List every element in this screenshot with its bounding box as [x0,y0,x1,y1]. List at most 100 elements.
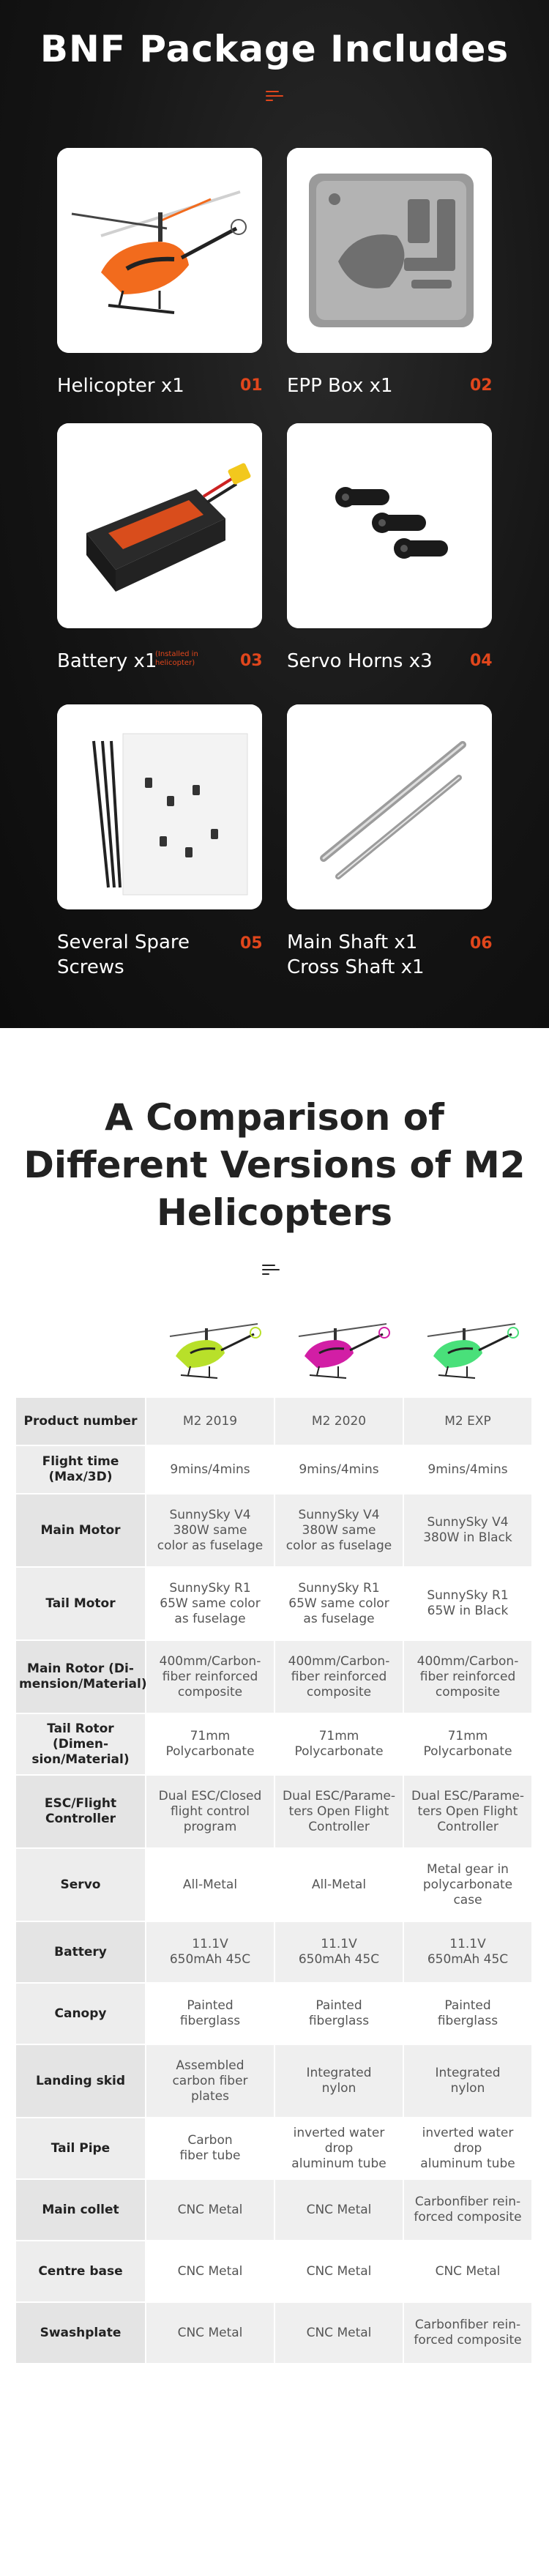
row-label: Tail Rotor (Dimen- sion/Material) [16,1714,146,1776]
comparison-row: Main collet CNC Metal CNC Metal Carbonfiber… [16,2180,533,2241]
row-label: Centre base [16,2241,146,2303]
package-item-number: 04 [470,652,493,670]
row-value: 71mm Polycarbonate [404,1714,533,1776]
row-value: SunnySky V4 380W in Black [404,1494,533,1568]
row-value: CNC Metal [275,2180,404,2241]
epp-box-image [287,148,492,353]
row-value: M2 EXP [404,1398,533,1446]
row-label: Battery [16,1922,146,1984]
package-item-number: 03 [240,652,263,670]
row-label: Tail Pipe [16,2118,146,2180]
row-value: SunnySky R1 65W in Black [404,1568,533,1641]
spare-screws-image [57,704,262,909]
comparison-row: Main Motor SunnySky V4 380W same color as… [16,1494,533,1568]
row-value: Dual ESC/Parame- ters Open Flight Contro… [404,1776,533,1849]
row-value: SunnySky R1 65W same color as fuselage [146,1568,275,1641]
row-value: CNC Metal [146,2303,275,2364]
comparison-row: Centre base CNC Metal CNC Metal CNC Metal [16,2241,533,2303]
row-value: 11.1V 650mAh 45C [275,1922,404,1984]
package-item-label: Battery x1 [57,650,157,672]
row-value: Integrated nylon [275,2045,404,2118]
row-value: inverted water drop aluminum tube [275,2118,404,2180]
row-value: SunnySky V4 380W same color as fuselage [275,1494,404,1568]
package-item-number: 05 [240,934,263,953]
comparison-row: Tail Rotor (Dimen- sion/Material) 71mm Po… [16,1714,533,1776]
package-title: BNF Package Includes [40,28,509,70]
row-label: Tail Motor [16,1568,146,1641]
row-value: 9mins/4mins [275,1446,404,1494]
row-value: CNC Metal [146,2180,275,2241]
row-value: 9mins/4mins [146,1446,275,1494]
package-item-number: 01 [240,376,263,395]
package-item-label: Servo Horns x3 [287,650,433,672]
comparison-row: Battery 11.1V 650mAh 45C 11.1V 650mAh 45C 1… [16,1922,533,1984]
row-value: CNC Metal [275,2241,404,2303]
comparison-row: Swashplate CNC Metal CNC Metal Carbonfiber … [16,2303,533,2364]
comparison-row: Flight time (Max/3D) 9mins/4mins 9mins/4mi… [16,1446,533,1494]
row-value: Dual ESC/Parame- ters Open Flight Contro… [275,1776,404,1849]
row-value: Integrated nylon [404,2045,533,2118]
package-section: BNF Package Includes Helicopter x1 01 [0,0,549,1028]
row-value: SunnySky V4 380W same color as fuselage [146,1494,275,1568]
row-value: Carbonfiber rein- forced composite [404,2180,533,2241]
comparison-row: Tail Pipe Carbon fiber tube inverted water… [16,2118,533,2180]
row-label: Main collet [16,2180,146,2241]
comparison-row: Canopy Painted fiberglass Painted fibergla… [16,1984,533,2045]
model-image [275,1303,404,1398]
row-value: All-Metal [146,1849,275,1922]
row-label: Product number [16,1398,146,1446]
row-value: 71mm Polycarbonate [275,1714,404,1776]
package-item-number: 02 [470,376,493,395]
row-value: inverted water drop aluminum tube [404,2118,533,2180]
row-value: 71mm Polycarbonate [146,1714,275,1776]
servo-horns-image [287,423,492,628]
row-value: Metal gear in polycarbonate case [404,1849,533,1922]
menu-lines-icon [262,1265,280,1275]
package-item-note: (Installed in helicopter) [155,650,198,667]
comparison-row: ESC/Flight Controller Dual ESC/Closed fli… [16,1776,533,1849]
model-image [146,1303,275,1398]
row-value: 11.1V 650mAh 45C [404,1922,533,1984]
row-value: CNC Metal [404,2241,533,2303]
package-item-label: Main Shaft x1 Cross Shaft x1 [287,931,425,978]
row-value: All-Metal [275,1849,404,1922]
battery-image [57,423,262,628]
package-item-number: 06 [470,934,493,953]
row-value: 400mm/Carbon- fiber reinforced composite [404,1641,533,1714]
row-value: M2 2019 [146,1398,275,1446]
comparison-row: Product number M2 2019 M2 2020 M2 EXP [16,1398,533,1446]
row-value: 400mm/Carbon- fiber reinforced composite [146,1641,275,1714]
row-value: 400mm/Carbon- fiber reinforced composite [275,1641,404,1714]
row-value: CNC Metal [275,2303,404,2364]
row-value: M2 2020 [275,1398,404,1446]
row-value: Painted fiberglass [404,1984,533,2045]
package-item-label: Helicopter x1 [57,375,184,397]
row-label: Main Rotor (Di- mension/Material) [16,1641,147,1714]
comparison-table: Product number M2 2019 M2 2020 M2 EXP Flight… [16,1303,533,2364]
menu-lines-icon [266,91,283,101]
row-label: Main Motor [16,1494,146,1568]
comparison-row: Tail Motor SunnySky R1 65W same color as … [16,1568,533,1641]
row-value: Painted fiberglass [146,1984,275,2045]
package-item-label: EPP Box x1 [287,375,393,397]
shafts-image [287,704,492,909]
row-label: ESC/Flight Controller [16,1776,146,1849]
row-label: Canopy [16,1984,146,2045]
helicopter-image [57,148,262,353]
comparison-section: A Comparison of Different Versions of M2… [0,1028,549,2386]
package-item-label: Several Spare Screws [57,931,190,978]
row-label: Swashplate [16,2303,146,2364]
row-value: CNC Metal [146,2241,275,2303]
row-value: Painted fiberglass [275,1984,404,2045]
comparison-row: Servo All-Metal All-Metal Metal gear in pol… [16,1849,533,1922]
comparison-row: Main Rotor (Di- mension/Material) 400mm/C… [16,1641,533,1714]
comparison-row: Landing skid Assembled carbon fiber plate… [16,2045,533,2118]
comparison-title: A Comparison of Different Versions of M2… [23,1096,526,1234]
row-value: 9mins/4mins [404,1446,533,1494]
row-value: Carbon fiber tube [146,2118,275,2180]
row-value: SunnySky R1 65W same color as fuselage [275,1568,404,1641]
row-value: Assembled carbon fiber plates [146,2045,275,2118]
model-image [404,1303,533,1398]
row-label: Servo [16,1849,146,1922]
row-label: Flight time (Max/3D) [16,1446,146,1494]
